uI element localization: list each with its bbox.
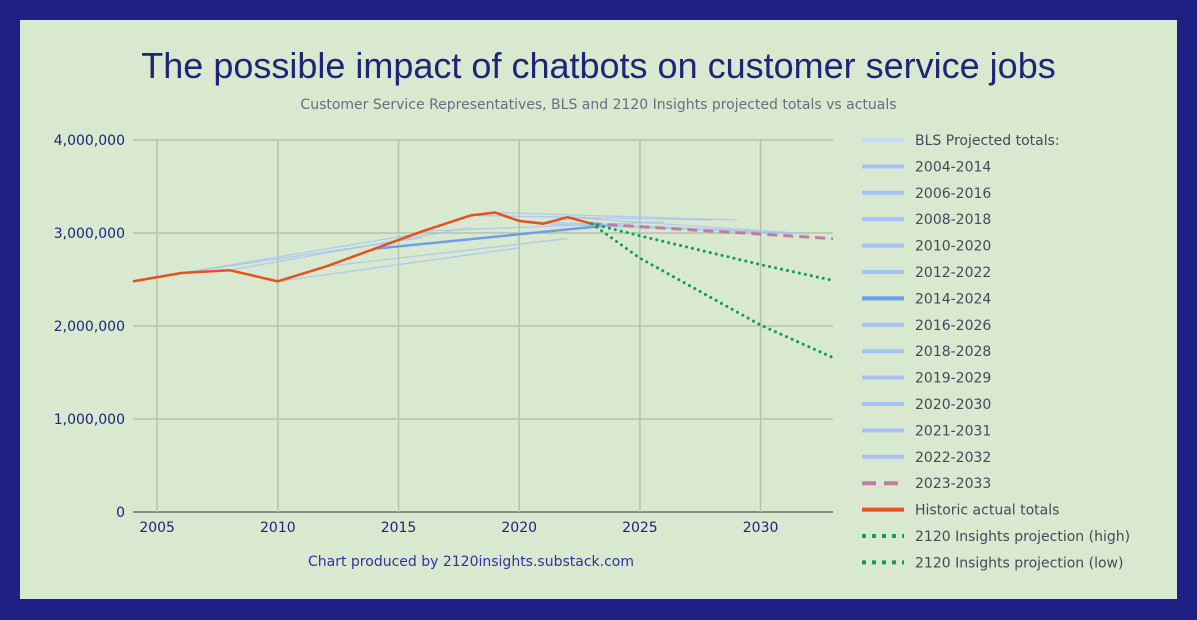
series-line-historic-actual-totals: [132, 211, 592, 283]
legend-label: 2020-2030: [915, 397, 991, 413]
legend-label: Historic actual totals: [915, 503, 1059, 519]
legend-label: 2004-2014: [915, 159, 991, 175]
legend-label: 2012-2022: [915, 265, 991, 281]
series-line-2012-2022: [326, 237, 568, 268]
legend-label: 2022-2032: [915, 450, 991, 466]
series-line-2004-2014: [181, 232, 423, 274]
x-tick-label: 2025: [622, 520, 658, 536]
legend-label: 2120 Insights projection (low): [915, 555, 1123, 571]
series-line-2022-2032: [567, 216, 809, 235]
series-line-2120-insights-projection-low-: [590, 222, 835, 360]
series-line-2023-2033: [591, 222, 834, 241]
legend-label: 2016-2026: [915, 318, 991, 334]
y-tick-label: 4,000,000: [54, 133, 125, 149]
legend-label: 2018-2028: [915, 344, 991, 360]
x-tick-label: 2010: [260, 520, 296, 536]
series-line-2019-2029: [495, 211, 737, 221]
chart-card: [20, 20, 1177, 599]
legend-header: BLS Projected totals:: [915, 133, 1060, 149]
series-line-2120-insights-projection-high-: [590, 222, 835, 282]
series-line-2016-2026: [422, 221, 665, 232]
y-tick-label: 2,000,000: [54, 319, 125, 335]
chart-subtitle: Customer Service Representatives, BLS an…: [300, 97, 897, 113]
x-tick-label: 2030: [743, 520, 779, 536]
x-tick-label: 2020: [501, 520, 537, 536]
series-line-2014-2024: [374, 223, 616, 251]
legend-label: 2023-2033: [915, 476, 991, 492]
legend-label: 2006-2016: [915, 186, 991, 202]
y-tick-label: 0: [116, 505, 125, 521]
series-line-2008-2018: [229, 226, 472, 271]
series-line-2010-2020: [277, 247, 520, 283]
chart-footer: Chart produced by 2120insights.substack.…: [308, 554, 634, 570]
legend-label: 2010-2020: [915, 239, 991, 255]
x-tick-label: 2005: [139, 520, 175, 536]
legend-label: 2021-2031: [915, 423, 991, 439]
chart-title: The possible impact of chatbots on custo…: [141, 45, 1056, 86]
legend-label: 2014-2024: [915, 291, 991, 307]
y-tick-label: 1,000,000: [54, 412, 125, 428]
y-tick-label: 3,000,000: [54, 226, 125, 242]
legend-label: 2019-2029: [915, 371, 991, 387]
series-line-2018-2028: [470, 214, 713, 221]
x-tick-label: 2015: [381, 520, 417, 536]
legend-label: 2120 Insights projection (high): [915, 529, 1130, 545]
legend-label: 2008-2018: [915, 212, 991, 228]
